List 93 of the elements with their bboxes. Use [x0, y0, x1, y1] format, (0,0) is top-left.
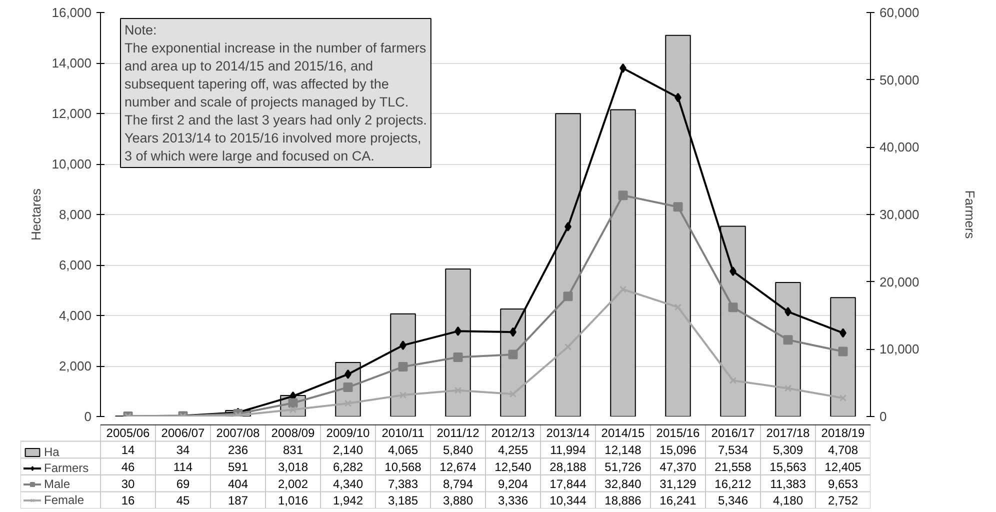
y-axis-title: Hectares	[28, 188, 44, 241]
data-label: 34	[176, 443, 190, 458]
data-label: 4,708	[828, 443, 858, 458]
data-label: 12,148	[604, 443, 642, 458]
x-tick-label: 2006/07	[161, 426, 206, 440]
data-label: 5,309	[772, 443, 804, 458]
y-tick-label: 0	[84, 409, 92, 424]
legend-label: Female	[44, 492, 84, 508]
data-label: 6,282	[332, 460, 364, 474]
data-label: 7,383	[388, 476, 418, 491]
y-tick-label: 4,000	[58, 308, 92, 323]
data-label: 3,185	[388, 494, 418, 508]
x-tick-label: 2005/06	[106, 426, 150, 440]
x-tick-label: 2013/14	[546, 426, 590, 440]
data-label: 45	[176, 494, 190, 508]
data-label: 16	[121, 494, 135, 508]
data-label: 69	[176, 476, 190, 491]
data-label: 4,065	[388, 443, 418, 458]
y-tick-label: 10,000	[52, 156, 92, 172]
data-label: 51,726	[604, 460, 642, 474]
data-label: 1,016	[278, 494, 308, 508]
data-label: 12,674	[440, 460, 477, 474]
data-label: 2,002	[278, 476, 308, 491]
data-label: 46	[121, 460, 135, 474]
data-label: 9,204	[498, 476, 528, 491]
data-label: 4,340	[332, 476, 364, 491]
data-label: 16,241	[660, 494, 697, 508]
x-tick-label: 2016/17	[711, 426, 756, 440]
data-label: 10,568	[384, 460, 422, 474]
data-label: 12,405	[824, 460, 862, 474]
data-label: 3,018	[278, 460, 308, 474]
x-tick-label: 2018/19	[821, 426, 866, 440]
legend-label: Farmers	[44, 460, 89, 476]
data-label: 10,344	[550, 494, 587, 508]
data-label: 21,558	[714, 460, 752, 474]
data-label: 12,540	[494, 460, 532, 474]
data-label: 114	[173, 460, 193, 474]
x-tick-label: 2007/08	[216, 426, 260, 440]
data-label: 404	[228, 476, 248, 491]
data-label: 5,840	[442, 443, 474, 458]
y-tick-label: 16,000	[52, 5, 92, 20]
x-tick-label: 2015/16	[656, 426, 700, 440]
data-label: 28,188	[550, 460, 587, 474]
data-label: 18,886	[604, 494, 642, 508]
y2-tick-label: 0	[880, 409, 887, 424]
x-tick-label: 2011/12	[436, 426, 480, 440]
x-tick-label: 2012/13	[491, 426, 536, 440]
data-label: 3,336	[498, 494, 528, 508]
data-label: 4,180	[772, 494, 804, 508]
data-label: 14	[121, 443, 135, 458]
x-tick-label: 2010/11	[382, 426, 425, 440]
legend-label: Male	[44, 476, 70, 492]
y-tick-label: 8,000	[58, 207, 92, 222]
data-label: 8,794	[442, 476, 474, 491]
data-label: 9,653	[828, 476, 858, 491]
x-tick-label: 2008/09	[271, 426, 316, 440]
x-tick-label: 2014/15	[601, 426, 646, 440]
x-tick-label: 2017/18	[766, 426, 810, 440]
data-label: 2,752	[828, 494, 858, 508]
data-label: 31,129	[660, 476, 697, 491]
data-label: 11,383	[770, 476, 806, 491]
y2-tick-label: 40,000	[880, 140, 920, 155]
data-label: 187	[228, 494, 248, 508]
y-tick-label: 6,000	[58, 258, 92, 272]
data-label: 30	[121, 476, 135, 491]
y2-tick-label: 30,000	[880, 207, 920, 222]
data-label: 47,370	[660, 460, 697, 474]
data-label: 4,255	[498, 443, 528, 458]
data-label: 5,346	[718, 494, 748, 508]
x-tick-label: 2009/10	[326, 426, 370, 440]
y2-axis-title: Farmers	[962, 190, 978, 240]
y2-tick-label: 50,000	[880, 72, 920, 88]
y2-tick-label: 60,000	[880, 5, 920, 20]
y2-tick-label: 10,000	[880, 342, 920, 357]
y-tick-label: 12,000	[52, 106, 92, 121]
data-label: 7,534	[718, 443, 748, 458]
y-tick-label: 2,000	[58, 358, 92, 374]
data-label: 32,840	[604, 476, 642, 491]
data-label: 591	[228, 460, 248, 474]
data-label: 17,844	[550, 476, 587, 491]
annotation: Note: The exponential increase in the number of farmers and area up to 2014/15 and 2015/16, and subsequent tapering off, was affected by the number and scale of projects managed by TLC. The first 2 and the last 3 years had only 2 projects. Years 2013/14 to 2015/16 involved more projects, 3 of which were large and focused on CA.	[124, 22, 427, 164]
data-label: 11,994	[550, 443, 586, 458]
legend-label: Ha	[44, 444, 60, 460]
data-label: 831	[282, 443, 304, 458]
data-label: 2,140	[332, 443, 364, 458]
data-label: 15,563	[770, 460, 807, 474]
data-label: 236	[228, 443, 248, 458]
data-label: 1,942	[332, 494, 364, 508]
data-label: 15,096	[660, 443, 697, 458]
y2-tick-label: 20,000	[880, 274, 920, 290]
data-label: 16,212	[714, 476, 752, 491]
data-label: 3,880	[442, 494, 474, 508]
y-tick-label: 14,000	[52, 56, 92, 70]
